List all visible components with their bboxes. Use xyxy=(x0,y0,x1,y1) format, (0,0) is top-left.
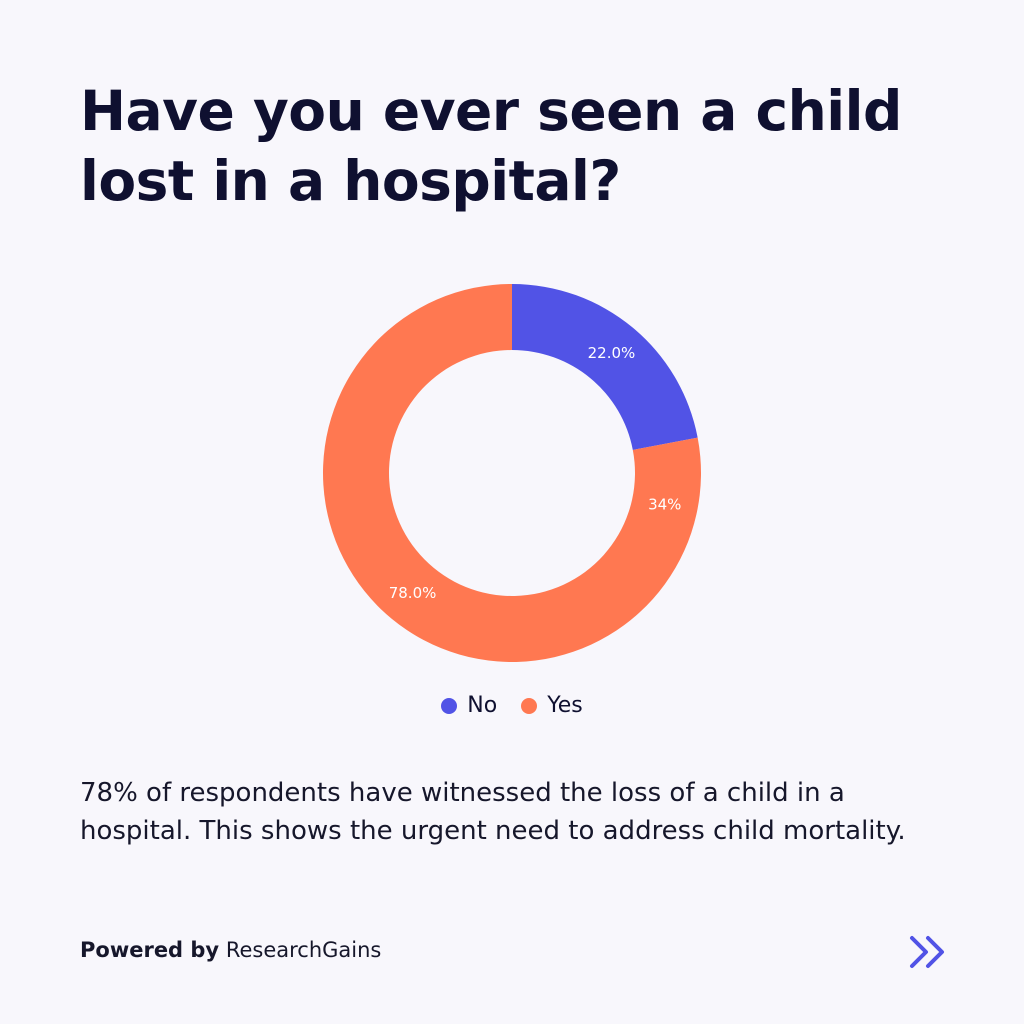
legend-label-no: No xyxy=(467,693,498,718)
chart-title: Have you ever seen a child lost in a hos… xyxy=(80,79,902,213)
brand-name: ResearchGains xyxy=(225,938,382,962)
chart-legend: No Yes xyxy=(0,693,1024,718)
donut-slice-no xyxy=(512,284,698,450)
legend-item-no: No xyxy=(441,693,497,718)
double-chevron-right-icon[interactable] xyxy=(906,932,950,972)
donut-slice-yes xyxy=(322,284,701,662)
data-label-extra-0: 34% xyxy=(648,496,681,514)
legend-label-yes: Yes xyxy=(547,693,583,718)
powered-by-label: Powered by xyxy=(80,938,220,962)
donut-chart: 22.0% 78.0% 34% xyxy=(262,223,762,723)
data-label-no: 22.0% xyxy=(588,344,636,362)
legend-swatch-yes xyxy=(521,697,538,714)
legend-item-yes: Yes xyxy=(521,693,583,718)
donut-chart-svg: 22.0% 78.0% 34% xyxy=(322,284,701,662)
legend-swatch-no xyxy=(441,697,458,714)
data-label-yes: 78.0% xyxy=(389,584,437,602)
summary-text: 78% of respondents have witnessed the lo… xyxy=(80,778,906,846)
footer-credit: Powered by ResearchGains xyxy=(80,938,381,962)
